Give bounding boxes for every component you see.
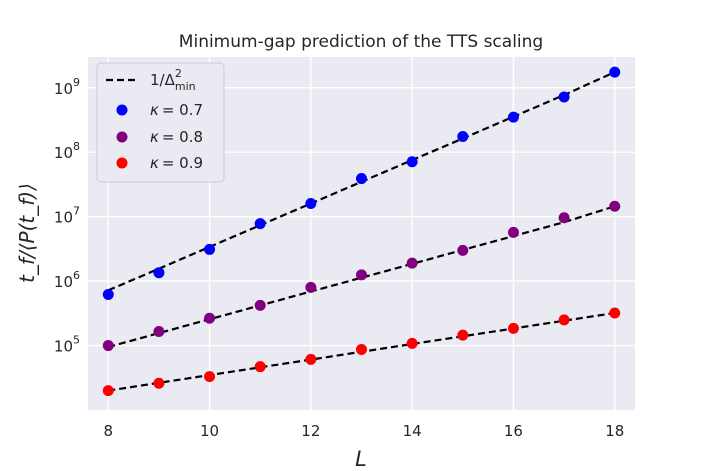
data-point-series-0	[305, 197, 317, 209]
legend-fit-base: 1/Δ	[150, 71, 176, 89]
legend-symbol: κ	[150, 128, 159, 146]
y-tick-exponent: 5	[73, 334, 80, 347]
legend-fit-sub: min	[175, 80, 196, 93]
y-tick-label: 106	[54, 269, 80, 291]
data-point-series-1	[356, 269, 367, 281]
data-point-series-2	[609, 307, 621, 319]
y-tick-label: 108	[54, 140, 80, 162]
x-axis-label: L	[355, 447, 367, 471]
legend-label-kappa-0.7: κ = 0.7	[150, 101, 203, 119]
data-point-series-0	[254, 218, 266, 230]
legend: 1/Δ2 min κ = 0.7 κ = 0.8 κ = 0.9	[96, 62, 225, 183]
y-tick-base: 10	[54, 338, 73, 356]
data-point-series-0	[102, 288, 114, 300]
data-point-series-1	[406, 257, 418, 269]
data-point-series-2	[102, 385, 114, 397]
legend-marker-kappa-0.8	[116, 131, 128, 143]
y-tick-exponent: 6	[73, 269, 80, 282]
data-point-series-2	[254, 361, 266, 373]
y-tick-label: 107	[54, 205, 80, 227]
data-point-series-1	[457, 244, 469, 256]
data-point-series-1	[609, 200, 621, 212]
legend-label-kappa-0.8: κ = 0.8	[150, 128, 203, 146]
data-point-series-2	[153, 377, 165, 389]
x-tick-labels: 8 10 12 14 16 18	[103, 422, 624, 440]
data-point-series-1	[305, 281, 317, 293]
data-point-series-2	[356, 343, 367, 355]
y-tick-exponent: 7	[73, 205, 80, 218]
x-tick-label: 10	[200, 422, 219, 440]
legend-marker-kappa-0.7	[116, 104, 128, 116]
legend-box	[96, 62, 225, 183]
data-point-series-1	[558, 212, 570, 224]
data-points	[102, 66, 621, 397]
data-point-series-0	[204, 243, 216, 255]
data-point-series-2	[406, 337, 418, 349]
data-point-series-1	[254, 299, 266, 311]
data-point-series-1	[507, 226, 519, 238]
legend-symbol: κ	[150, 101, 159, 119]
legend-eq: = 0.7	[162, 101, 203, 119]
y-tick-base: 10	[54, 144, 73, 162]
y-tick-label: 109	[54, 76, 80, 98]
chart-title: Minimum-gap prediction of the TTS scalin…	[179, 32, 543, 52]
data-point-series-0	[507, 111, 519, 123]
data-point-series-0	[558, 91, 570, 103]
data-point-series-2	[558, 314, 570, 326]
data-point-series-0	[406, 156, 418, 168]
y-tick-base: 10	[54, 209, 73, 227]
y-axis-label: t_f/⟨P(t_f)⟩	[15, 183, 39, 283]
legend-fit-label: 1/Δ2 min	[150, 67, 196, 93]
legend-eq: = 0.8	[162, 128, 203, 146]
x-tick-label: 8	[103, 422, 113, 440]
x-tick-label: 18	[605, 422, 624, 440]
data-point-series-0	[153, 267, 165, 279]
legend-label-kappa-0.9: κ = 0.9	[150, 154, 203, 172]
x-tick-label: 14	[403, 422, 422, 440]
x-tick-label: 12	[301, 422, 320, 440]
y-tick-exponent: 9	[73, 76, 80, 89]
y-tick-base: 10	[54, 80, 73, 98]
legend-fit-sup: 2	[175, 67, 182, 80]
data-point-series-0	[356, 173, 367, 185]
data-point-series-1	[204, 312, 216, 324]
data-point-series-2	[507, 322, 519, 334]
data-point-series-0	[457, 131, 469, 143]
y-tick-base: 10	[54, 273, 73, 291]
data-point-series-1	[102, 340, 114, 352]
legend-symbol: κ	[150, 154, 159, 172]
data-point-series-0	[609, 66, 621, 78]
y-tick-exponent: 8	[73, 140, 80, 153]
data-point-series-2	[204, 371, 216, 383]
data-point-series-2	[305, 353, 317, 365]
legend-marker-kappa-0.9	[116, 157, 128, 169]
x-tick-label: 16	[504, 422, 523, 440]
legend-eq: = 0.9	[162, 154, 203, 172]
y-tick-label: 105	[54, 334, 80, 356]
data-point-series-1	[153, 326, 165, 338]
data-point-series-2	[457, 329, 469, 341]
